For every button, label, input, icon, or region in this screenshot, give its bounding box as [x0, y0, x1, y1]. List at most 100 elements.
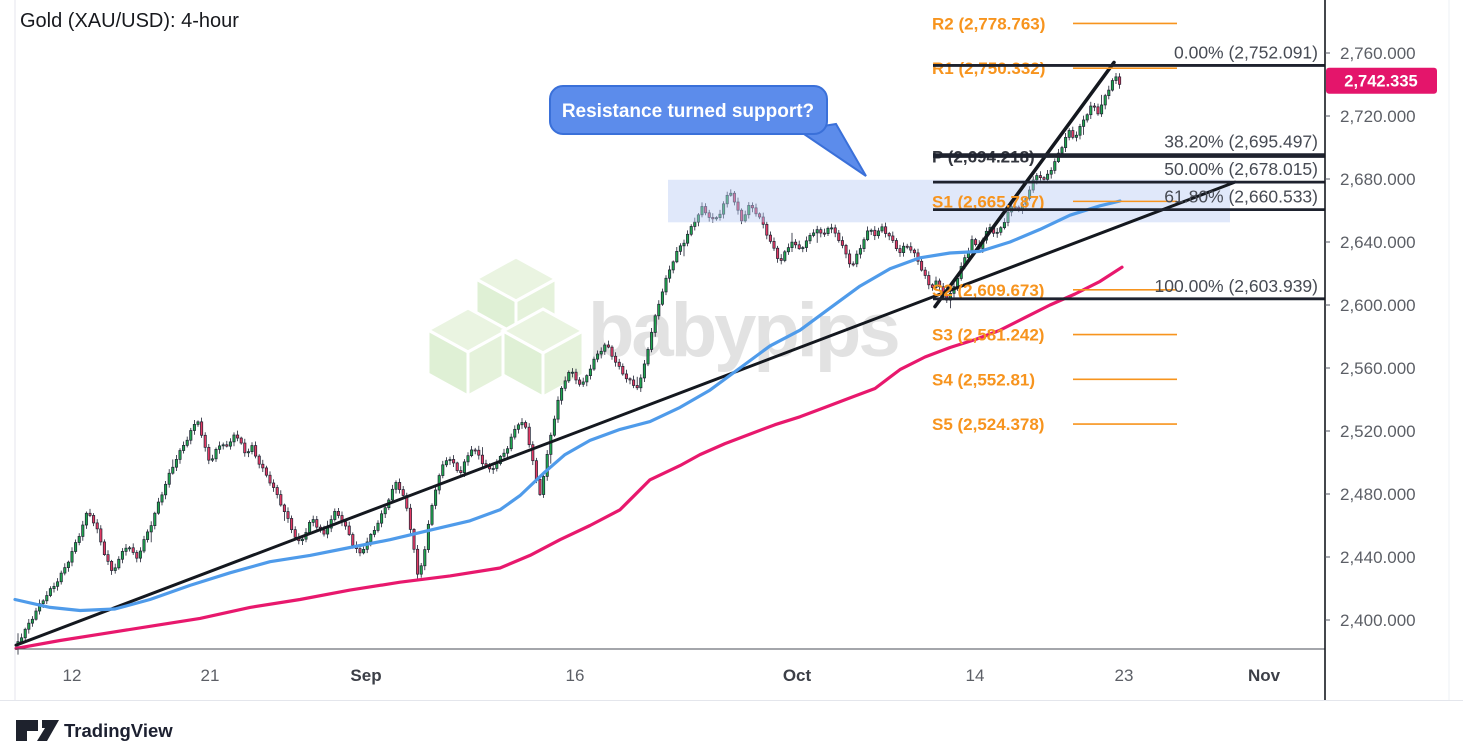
candle-body: [290, 518, 294, 531]
candle-body: [642, 363, 646, 379]
candle-body: [722, 203, 726, 215]
candle-body: [844, 245, 848, 255]
candle-body: [81, 524, 85, 537]
x-axis-label-23[interactable]: 23: [1115, 666, 1134, 685]
candle-body: [423, 549, 427, 567]
trendline-long-uptrend[interactable]: [14, 180, 1237, 647]
candle-body: [610, 346, 614, 357]
pivot-label-S5: S5 (2,524.378): [932, 415, 1044, 434]
x-axis-label-Oct[interactable]: Oct: [783, 666, 812, 685]
candle-body: [182, 444, 186, 451]
candle-body: [714, 217, 718, 220]
candle-body: [671, 261, 675, 271]
y-axis-label[interactable]: 2,520.000: [1340, 422, 1416, 441]
candle-body: [1053, 161, 1057, 171]
candle-body: [938, 280, 942, 288]
y-axis-label[interactable]: 2,600.000: [1340, 296, 1416, 315]
candle-body: [1031, 179, 1035, 191]
axes[interactable]: 2,760.000 2,720.000 2,680.000 2,640.000 2,60…: [15, 0, 1416, 700]
chart-title: Gold (XAU/USD): 4-hour: [20, 10, 239, 32]
candle-body: [23, 628, 27, 639]
y-axis-label[interactable]: 2,560.000: [1340, 359, 1416, 378]
y-axis-label[interactable]: 2,640.000: [1340, 233, 1416, 252]
y-axis-label[interactable]: 2,400.000: [1340, 611, 1416, 630]
trendline-steep-rally[interactable]: [933, 60, 1116, 309]
pivot-label-R1: R1 (2,750.332): [932, 59, 1045, 78]
candle-body: [747, 205, 751, 216]
candle-body: [444, 460, 448, 466]
candle-body: [552, 418, 556, 436]
candle-body: [448, 459, 452, 462]
candle-body: [124, 547, 128, 552]
y-axis-label[interactable]: 2,760.000: [1340, 44, 1416, 63]
candle-body: [156, 501, 160, 514]
candle-body: [225, 444, 229, 447]
candle-body: [394, 482, 398, 490]
candle-body: [693, 221, 697, 227]
y-axis-label[interactable]: 2,440.000: [1340, 548, 1416, 567]
candle-body: [786, 247, 790, 253]
candle-body: [711, 217, 715, 220]
candle-body: [412, 529, 416, 550]
trendline-drawings[interactable]: [14, 60, 1237, 647]
x-axis-label-Sep[interactable]: Sep: [350, 666, 381, 685]
candle-body: [884, 226, 888, 234]
candle-body: [351, 534, 355, 546]
candle-body: [617, 361, 621, 367]
candle-body: [880, 226, 884, 232]
candle-body: [909, 246, 913, 251]
annotation-callout[interactable]: Resistance turned support?: [549, 85, 867, 177]
candle-body: [434, 489, 438, 506]
x-axis-label-16[interactable]: 16: [566, 666, 585, 685]
x-axis-label-Nov[interactable]: Nov: [1248, 666, 1281, 685]
watermark-text: babypips: [588, 288, 898, 373]
candle-body: [333, 510, 337, 520]
candle-body: [218, 445, 222, 450]
candle-body: [894, 240, 898, 249]
candle-body: [196, 421, 200, 425]
candle-body: [1028, 189, 1032, 199]
candle-body: [736, 201, 740, 211]
candle-body: [174, 459, 178, 468]
candle-body: [920, 260, 924, 271]
candle-body: [858, 248, 862, 255]
babypips-watermark: babypips: [424, 255, 901, 400]
tradingview-attribution[interactable]: TradingView: [16, 720, 173, 741]
candle-body: [52, 585, 56, 589]
candle-body: [628, 378, 632, 381]
moving-average-lines: [13, 199, 1124, 651]
candle-body: [171, 466, 175, 474]
candle-body: [545, 454, 549, 477]
candle-body: [718, 213, 722, 218]
candle-body: [459, 470, 463, 473]
candle-body: [178, 450, 182, 460]
x-axis-label-14[interactable]: 14: [966, 666, 985, 685]
candle-body: [491, 468, 495, 470]
candle-body: [578, 379, 582, 385]
candle-body: [300, 538, 304, 542]
candle-body: [210, 458, 214, 461]
candle-body: [480, 454, 484, 465]
y-axis-label[interactable]: 2,680.000: [1340, 170, 1416, 189]
candle-body: [462, 461, 466, 473]
x-axis-label-12[interactable]: 12: [63, 666, 82, 685]
candle-body: [646, 349, 650, 365]
candle-body: [686, 233, 690, 244]
candle-body: [653, 315, 657, 333]
candle-body: [239, 437, 243, 444]
candle-body: [279, 494, 283, 506]
candle-body: [700, 206, 704, 216]
price-levels: R2 (2,778.763)R1 (2,750.332)P (2,694.218…: [932, 14, 1325, 434]
y-axis-label[interactable]: 2,720.000: [1340, 107, 1416, 126]
candle-body: [779, 258, 783, 261]
candle-body: [581, 381, 585, 385]
last-price-badge: 2,742.335: [1326, 67, 1437, 94]
y-axis-label[interactable]: 2,480.000: [1340, 485, 1416, 504]
cube-bottom-right: [499, 307, 587, 400]
candle-body: [801, 247, 805, 250]
candle-body: [912, 249, 916, 254]
candle-body: [614, 355, 618, 363]
x-axis-label-21[interactable]: 21: [201, 666, 220, 685]
candle-body: [772, 240, 776, 249]
